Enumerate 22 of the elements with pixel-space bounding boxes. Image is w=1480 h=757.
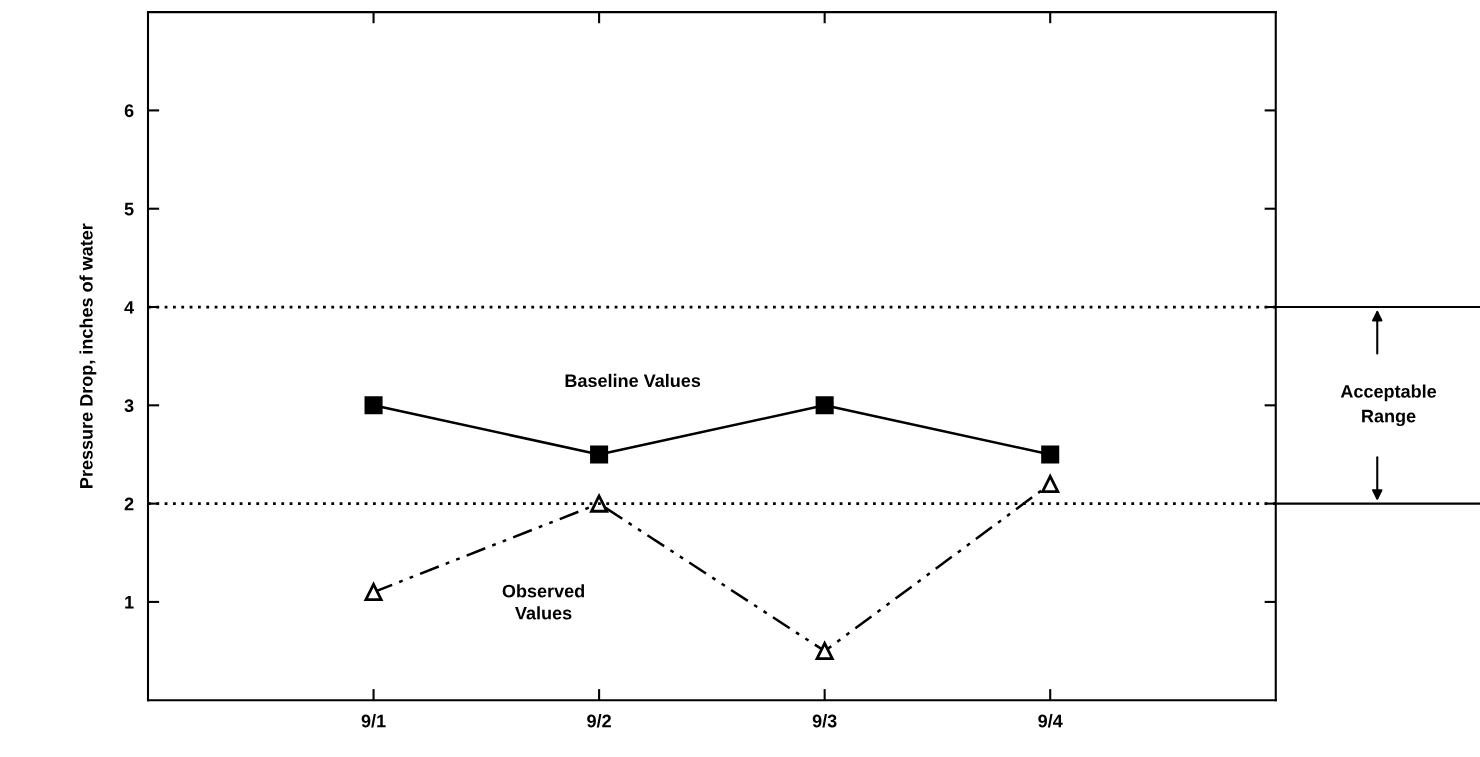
point [815,642,834,661]
y-tick-label: 6 [124,104,134,118]
point [590,445,609,464]
y-tick-label: 4 [124,301,135,314]
point [364,583,383,602]
point [364,396,383,415]
point [815,396,834,415]
y-tick-label: 5 [124,202,134,216]
point [590,494,609,513]
x-tick-label: 9/4 [1038,714,1063,728]
point [1041,474,1060,493]
x-tick-label: 9/1 [361,714,386,728]
y-axis-title: Pressure Drop, inches of water [79,223,97,488]
y-tick-label: 2 [124,497,134,511]
x-tick-label: 9/3 [812,714,837,728]
x-tick-label: 9/2 [587,714,611,728]
text: Acceptable Range [1340,384,1437,427]
point [1041,445,1060,464]
y-tick-label: 1 [125,596,134,609]
text: Baseline Values [565,373,701,388]
y-tick-label: 3 [124,399,134,413]
text: Observed Values [502,584,585,620]
